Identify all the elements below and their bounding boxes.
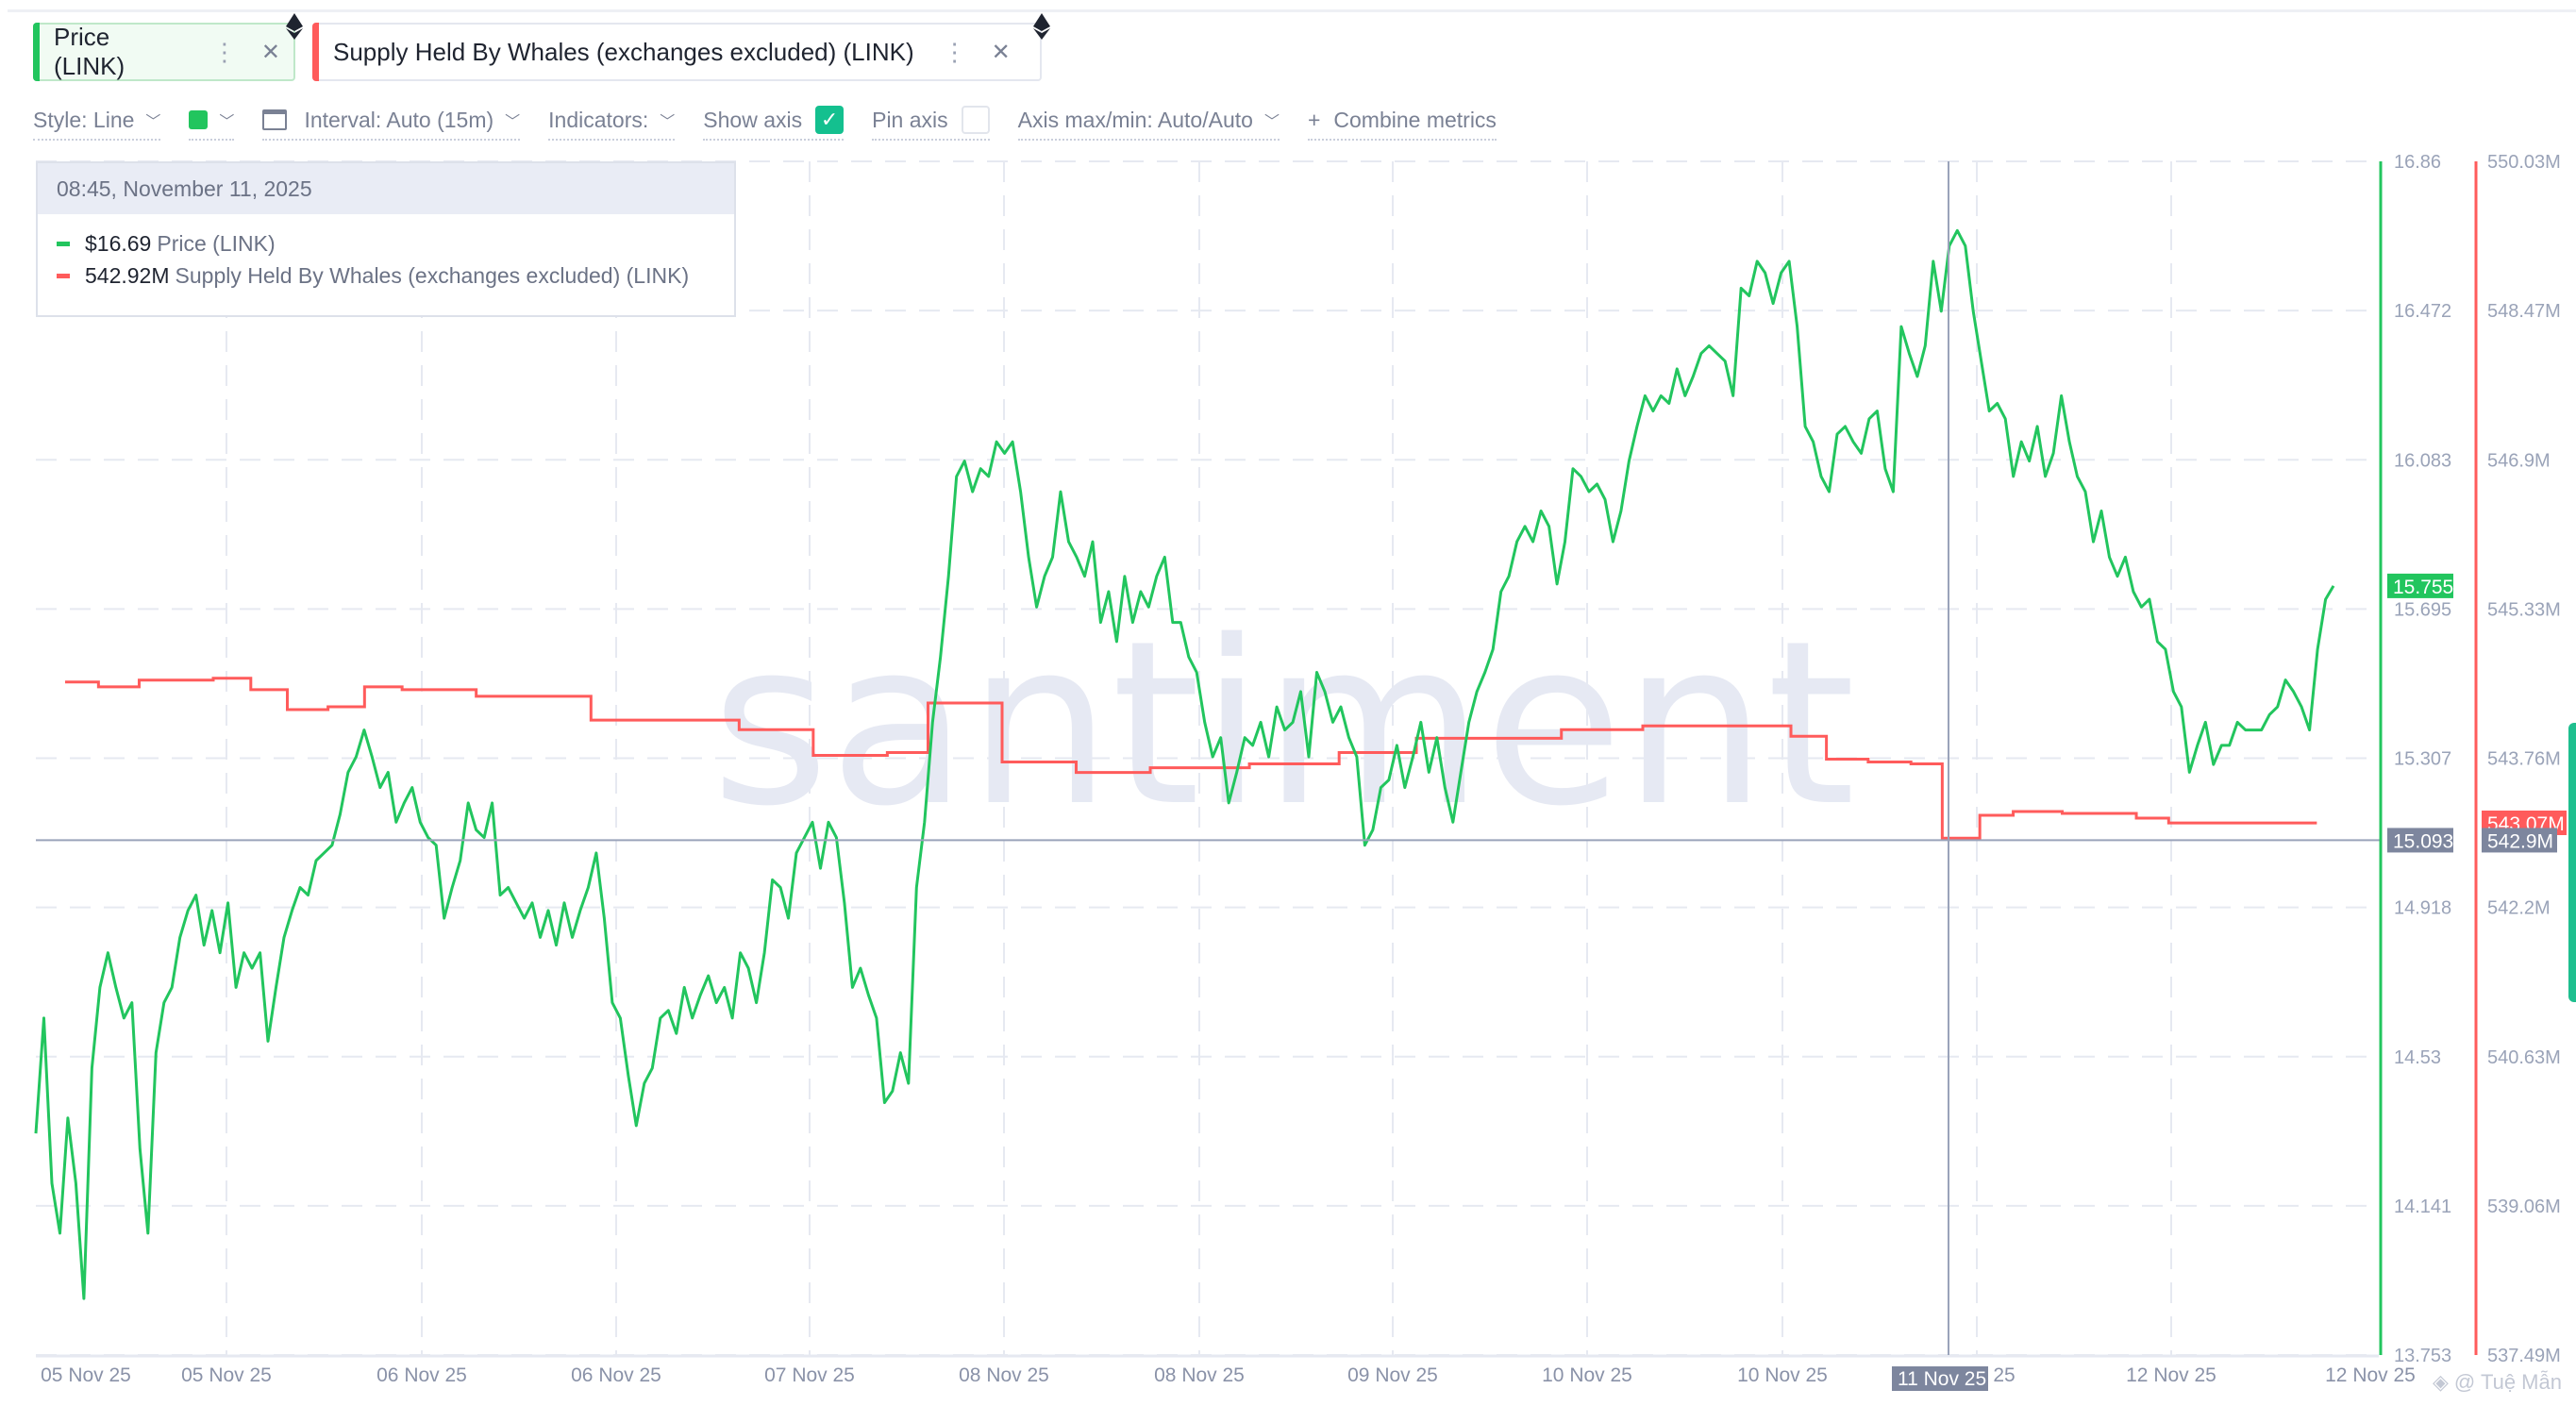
- x-tick-label: 09 Nov 25: [1347, 1364, 1438, 1386]
- logo-icon: ◈: [2433, 1370, 2449, 1394]
- supply-tick-label: 545.33M: [2487, 599, 2561, 620]
- x-tick-label: 10 Nov 25: [1737, 1364, 1828, 1386]
- crosshair: [36, 161, 2381, 1355]
- supply-tick-label: 539.06M: [2487, 1197, 2561, 1217]
- crosshair-supply-badge: 542.9M: [2487, 830, 2553, 852]
- chevron-down-icon: ﹀: [660, 114, 676, 130]
- ethereum-icon: [1033, 13, 1050, 40]
- crosshair-supply-badge-bg: [2482, 828, 2557, 853]
- axes: 05 Nov 25 05 Nov 25 06 Nov 25 06 Nov 25 07 N…: [41, 152, 2567, 1391]
- tooltip-value: 542.92M: [85, 262, 170, 288]
- calendar-icon: [262, 109, 288, 130]
- price-tick-label: 16.86: [2394, 152, 2441, 173]
- top-divider: [8, 9, 2576, 12]
- metric-color-bar: [312, 23, 319, 81]
- supply-tick-label: 540.63M: [2487, 1047, 2561, 1068]
- close-icon[interactable]: ✕: [991, 39, 1011, 65]
- interval-label: Interval: Auto (15m): [304, 107, 494, 132]
- show-axis-toggle[interactable]: Show axis ✓: [703, 101, 845, 141]
- indicators-dropdown[interactable]: Indicators: ﹀: [548, 101, 676, 141]
- tooltip-date: 08:45, November 11, 2025: [38, 163, 734, 214]
- supply-tick-label: 543.76M: [2487, 749, 2561, 770]
- tooltip-value: $16.69: [85, 230, 152, 256]
- price-tick-label: 14.918: [2394, 898, 2451, 919]
- price-tick-label: 14.53: [2394, 1047, 2441, 1068]
- axis-maxmin-label: Axis max/min: Auto/Auto: [1017, 107, 1253, 132]
- series-swatch: [57, 273, 70, 278]
- x-tick-label: 08 Nov 25: [959, 1364, 1049, 1386]
- ethereum-icon: [286, 13, 303, 40]
- price-tick-label: 15.307: [2394, 749, 2451, 770]
- supply-tick-label: 546.9M: [2487, 450, 2551, 471]
- combine-metrics-label: Combine metrics: [1333, 107, 1497, 132]
- price-tick-label: 15.695: [2394, 599, 2451, 620]
- pin-axis-toggle[interactable]: Pin axis: [872, 101, 990, 141]
- x-tick-label: 05 Nov 25: [41, 1364, 131, 1386]
- axis-maxmin-dropdown[interactable]: Axis max/min: Auto/Auto ﹀: [1017, 101, 1280, 141]
- x-tick-label: 07 Nov 25: [764, 1364, 855, 1386]
- price-tick-label: 13.753: [2394, 1346, 2451, 1366]
- style-label: Style: Line: [33, 107, 135, 132]
- x-tick-label: 25: [1993, 1364, 2015, 1386]
- kebab-icon[interactable]: ⋮: [211, 37, 237, 66]
- show-axis-checkbox[interactable]: ✓: [815, 106, 845, 134]
- close-icon[interactable]: ✕: [260, 39, 280, 65]
- tooltip-row-price: $16.69 Price (LINK): [57, 227, 734, 259]
- x-tick-label: 06 Nov 25: [376, 1364, 467, 1386]
- price-last-value-badge-bg: [2387, 573, 2453, 598]
- x-tick-label: 08 Nov 25: [1154, 1364, 1245, 1386]
- credit-text: @ Tuệ Mẫn: [2453, 1370, 2562, 1394]
- supply-tick-label: 537.49M: [2487, 1346, 2561, 1366]
- metric-toolbar: Style: Line ﹀ ﹀ Interval: Auto (15m) ﹀ Ind…: [33, 100, 1525, 142]
- chart-tooltip: 08:45, November 11, 2025 $16.69 Price (LI…: [36, 161, 736, 317]
- show-axis-label: Show axis: [703, 107, 803, 132]
- crosshair-date-badge-bg: [1891, 1366, 1988, 1391]
- interval-dropdown[interactable]: Interval: Auto (15m) ﹀: [262, 101, 521, 141]
- tooltip-series-name: Supply Held By Whales (exchanges exclude…: [175, 262, 690, 288]
- metric-tab-whale-supply[interactable]: Supply Held By Whales (exchanges exclude…: [312, 23, 1042, 81]
- metric-tab-label: Price (LINK): [54, 23, 125, 80]
- chevron-down-icon: ﹀: [505, 114, 521, 130]
- crosshair-price-badge-bg: [2387, 828, 2453, 853]
- color-dropdown[interactable]: ﹀: [189, 101, 235, 141]
- metric-tab-price[interactable]: Price (LINK) ⋮ ✕: [33, 23, 295, 81]
- style-dropdown[interactable]: Style: Line ﹀: [33, 101, 161, 141]
- pin-axis-label: Pin axis: [872, 107, 948, 132]
- price-last-value-badge: 15.755: [2393, 577, 2453, 598]
- crosshair-price-badge: 15.093: [2393, 830, 2453, 852]
- supply-tick-label: 550.03M: [2487, 152, 2561, 173]
- x-tick-label: 12 Nov 25: [2126, 1364, 2216, 1386]
- chevron-down-icon: ﹀: [1263, 114, 1280, 130]
- color-swatch: [189, 110, 209, 129]
- supply-tick-label: 548.47M: [2487, 301, 2561, 322]
- metric-tab-label: Supply Held By Whales (exchanges exclude…: [333, 37, 914, 66]
- kebab-icon[interactable]: ⋮: [942, 37, 967, 66]
- supply-tick-label: 542.2M: [2487, 898, 2551, 919]
- x-tick-label: 06 Nov 25: [571, 1364, 661, 1386]
- tooltip-row-whale-supply: 542.92M Supply Held By Whales (exchanges …: [57, 259, 734, 292]
- indicators-label: Indicators:: [548, 107, 649, 132]
- plus-icon: +: [1307, 107, 1321, 132]
- price-tick-label: 16.472: [2394, 301, 2451, 322]
- tooltip-series-name: Price (LINK): [157, 230, 276, 256]
- crosshair-date-badge: 11 Nov 25: [1898, 1368, 1986, 1390]
- x-tick-label: 05 Nov 25: [181, 1364, 272, 1386]
- credit-watermark: ◈ @ Tuệ Mẫn: [2433, 1370, 2562, 1395]
- price-series-line: [34, 228, 2335, 1300]
- chevron-down-icon: ﹀: [219, 114, 235, 130]
- metric-color-bar: [33, 23, 40, 81]
- price-tick-label: 16.083: [2394, 450, 2451, 471]
- chevron-down-icon: ﹀: [145, 114, 161, 130]
- grid: [36, 160, 2379, 1358]
- scroll-handle[interactable]: [2568, 723, 2576, 1002]
- price-tick-label: 14.141: [2394, 1197, 2451, 1217]
- series-swatch: [57, 241, 70, 246]
- x-tick-label: 10 Nov 25: [1542, 1364, 1632, 1386]
- combine-metrics-button[interactable]: + Combine metrics: [1307, 101, 1497, 141]
- pin-axis-checkbox[interactable]: [961, 106, 990, 134]
- x-tick-label: 12 Nov 25: [2325, 1364, 2416, 1386]
